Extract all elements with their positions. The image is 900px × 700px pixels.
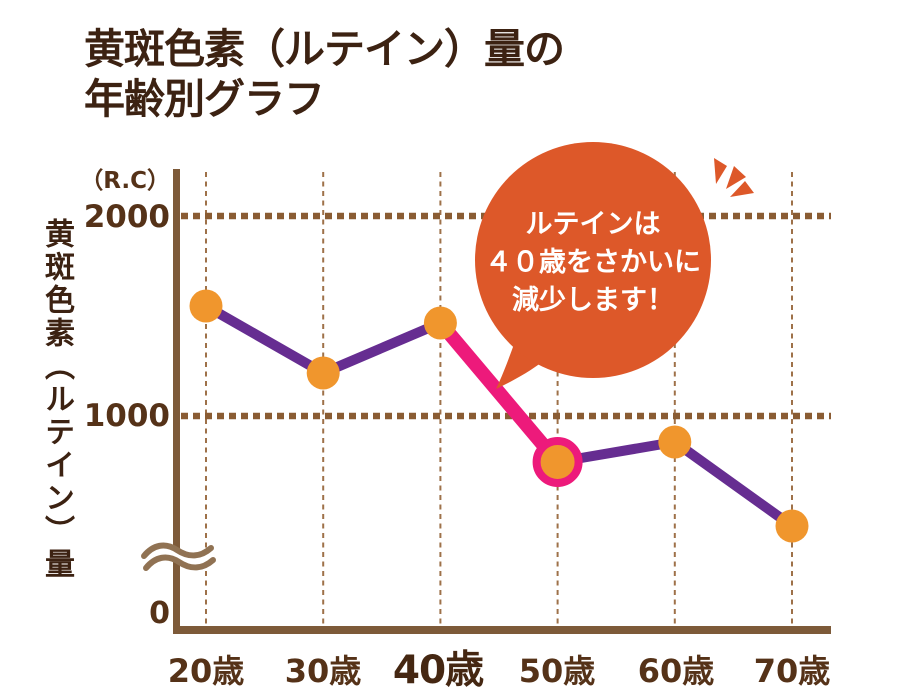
emphasis-mark-3 <box>730 181 754 197</box>
emphasis-mark-1 <box>714 158 727 184</box>
chart-title-line1: 黄斑色素（ルテイン）量の <box>84 25 565 73</box>
callout-text-line2: ４０歳をさかいに <box>485 247 701 278</box>
data-point-4 <box>658 425 692 459</box>
callout-text-line1: ルテインは <box>525 209 661 240</box>
x-label-60: 60歳 <box>637 652 715 690</box>
callout-bubble <box>475 142 754 389</box>
data-point-0 <box>189 289 223 323</box>
y-tick-2000: 2000 <box>83 199 170 235</box>
axes <box>138 169 831 634</box>
line-segment-1 <box>318 318 446 378</box>
chart-title: 黄斑色素（ルテイン）量の 年齢別グラフ <box>84 24 565 124</box>
data-point-highlighted <box>532 437 583 487</box>
y-tick-1000: 1000 <box>83 398 170 434</box>
bubble-circle <box>475 142 711 378</box>
line-segment-0 <box>201 301 329 378</box>
line-segment-4 <box>669 437 797 531</box>
x-label-70: 70歳 <box>753 652 831 690</box>
x-label-50: 50歳 <box>518 652 596 690</box>
y-axis-unit-label: （R.C） <box>80 168 170 194</box>
x-label-30: 30歳 <box>284 652 362 690</box>
data-series <box>189 289 809 543</box>
data-point-5 <box>775 509 809 543</box>
x-label-40-emphasized: 40歳 <box>392 648 484 693</box>
axis-break-mask <box>138 545 219 569</box>
x-label-20: 20歳 <box>167 652 245 690</box>
data-point-1 <box>306 356 340 390</box>
callout-text-line3: 減少します！ <box>512 285 674 316</box>
axis-break-wave-bottom <box>143 554 216 571</box>
callout-text: ルテインは ４０歳をさかいに 減少します！ <box>463 206 723 320</box>
axis-break-wave-top <box>141 542 214 559</box>
highlight-segment <box>433 316 565 469</box>
y-axis-title: 黄斑色素（ルテイン）量 <box>39 218 74 581</box>
y-tick-0: 0 <box>149 596 170 631</box>
data-point-2 <box>423 306 457 340</box>
chart-title-line2: 年齢別グラフ <box>84 75 325 123</box>
emphasis-mark-2 <box>726 166 746 189</box>
